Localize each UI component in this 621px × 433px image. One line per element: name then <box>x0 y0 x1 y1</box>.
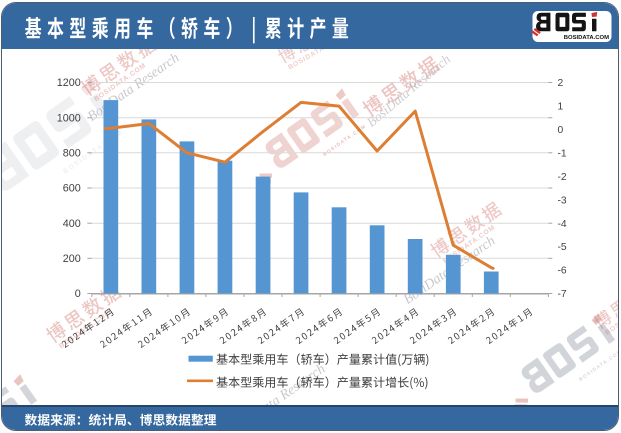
svg-text:800: 800 <box>63 147 81 159</box>
svg-text:-7: -7 <box>558 289 567 300</box>
svg-text:-2: -2 <box>558 172 567 183</box>
svg-text:400: 400 <box>63 218 81 230</box>
svg-text:1000: 1000 <box>57 112 81 124</box>
svg-text:-6: -6 <box>558 266 567 277</box>
svg-text:-5: -5 <box>558 242 567 253</box>
svg-text:0: 0 <box>558 125 564 136</box>
svg-text:-4: -4 <box>558 219 567 230</box>
svg-text:2: 2 <box>558 78 564 89</box>
svg-text:-1: -1 <box>558 148 567 159</box>
svg-text:1200: 1200 <box>57 77 81 89</box>
svg-text:BOSIDATA.COM: BOSIDATA.COM <box>564 35 609 41</box>
svg-text:200: 200 <box>63 253 81 265</box>
svg-text:600: 600 <box>63 183 81 195</box>
svg-text:0: 0 <box>75 288 81 300</box>
svg-text:1: 1 <box>558 102 564 113</box>
svg-text:-3: -3 <box>558 195 567 206</box>
